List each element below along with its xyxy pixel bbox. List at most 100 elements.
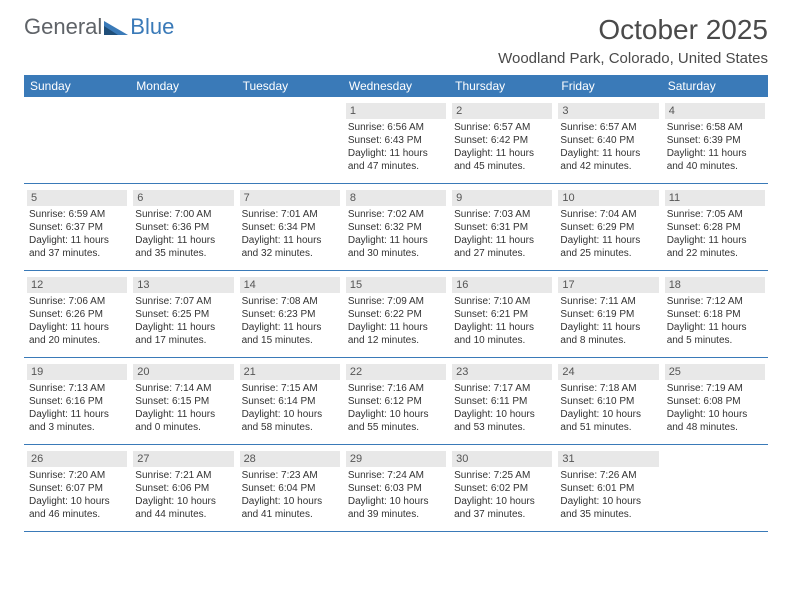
day-number	[133, 103, 233, 107]
day-line: Daylight: 11 hours	[348, 147, 444, 160]
day-cell: 21 Sunrise: 7:15 AMSunset: 6:14 PMDayligh…	[237, 364, 343, 444]
day-line: Sunrise: 7:21 AM	[135, 469, 231, 482]
day-line: Sunset: 6:28 PM	[667, 221, 763, 234]
title-block: October 2025 Woodland Park, Colorado, Un…	[498, 14, 768, 67]
day-line: Sunset: 6:01 PM	[560, 482, 656, 495]
day-cell: 7Sunrise: 7:01 AMSunset: 6:34 PMDaylight…	[237, 190, 343, 270]
day-line: Sunrise: 7:03 AM	[454, 208, 550, 221]
day-line: Daylight: 11 hours	[29, 321, 125, 334]
day-cell: 17Sunrise: 7:11 AMSunset: 6:19 PMDayligh…	[555, 277, 661, 357]
day-body: Sunrise: 7:15 AMSunset: 6:14 PMDaylight:…	[240, 382, 340, 434]
day-line: and 27 minutes.	[454, 247, 550, 260]
day-line: Sunrise: 6:57 AM	[454, 121, 550, 134]
day-cell: 4Sunrise: 6:58 AMSunset: 6:39 PMDaylight…	[662, 103, 768, 183]
day-number: 6	[133, 190, 233, 206]
day-cell: 26Sunrise: 7:20 AMSunset: 6:07 PMDayligh…	[24, 451, 130, 531]
day-body: Sunrise: 7:06 AMSunset: 6:26 PMDaylight:…	[27, 295, 127, 347]
day-number: 20	[133, 364, 233, 380]
day-line: and 58 minutes.	[242, 421, 338, 434]
day-line: and 44 minutes.	[135, 508, 231, 521]
day-line: Sunset: 6:29 PM	[560, 221, 656, 234]
day-line: and 48 minutes.	[667, 421, 763, 434]
day-line: and 35 minutes.	[560, 508, 656, 521]
day-line: Daylight: 11 hours	[348, 234, 444, 247]
day-body: Sunrise: 7:21 AMSunset: 6:06 PMDaylight:…	[133, 469, 233, 521]
dayhead-saturday: Saturday	[662, 75, 768, 97]
day-line: Daylight: 11 hours	[135, 321, 231, 334]
day-number: 14	[240, 277, 340, 293]
day-line: Sunrise: 7:20 AM	[29, 469, 125, 482]
day-line: Sunrise: 7:23 AM	[242, 469, 338, 482]
day-line: and 45 minutes.	[454, 160, 550, 173]
weeks-container: 1Sunrise: 6:56 AMSunset: 6:43 PMDaylight…	[24, 103, 768, 532]
day-cell: 27 Sunrise: 7:21 AMSunset: 6:06 PMDayligh…	[130, 451, 236, 531]
day-line: Daylight: 10 hours	[560, 408, 656, 421]
header-row: General Blue October 2025 Woodland Park,…	[24, 14, 768, 67]
day-body: Sunrise: 7:04 AMSunset: 6:29 PMDaylight:…	[558, 208, 658, 260]
day-line: Sunrise: 7:19 AM	[667, 382, 763, 395]
day-line: Sunset: 6:25 PM	[135, 308, 231, 321]
week-row: 12Sunrise: 7:06 AMSunset: 6:26 PMDayligh…	[24, 277, 768, 358]
day-line: Sunrise: 7:17 AM	[454, 382, 550, 395]
day-line: Sunset: 6:11 PM	[454, 395, 550, 408]
day-line: and 22 minutes.	[667, 247, 763, 260]
day-body: Sunrise: 6:59 AMSunset: 6:37 PMDaylight:…	[27, 208, 127, 260]
day-body: Sunrise: 7:01 AMSunset: 6:34 PMDaylight:…	[240, 208, 340, 260]
day-line: Daylight: 11 hours	[29, 408, 125, 421]
day-number: 28	[240, 451, 340, 467]
day-cell: 5Sunrise: 6:59 AMSunset: 6:37 PMDaylight…	[24, 190, 130, 270]
day-body: Sunrise: 6:57 AMSunset: 6:40 PMDaylight:…	[558, 121, 658, 173]
day-line: Sunrise: 7:09 AM	[348, 295, 444, 308]
day-number: 3	[558, 103, 658, 119]
day-line: Sunrise: 7:15 AM	[242, 382, 338, 395]
day-cell	[24, 103, 130, 183]
day-cell: 20Sunrise: 7:14 AMSunset: 6:15 PMDayligh…	[130, 364, 236, 444]
day-line: Sunrise: 7:11 AM	[560, 295, 656, 308]
day-number	[665, 451, 765, 455]
day-number: 18	[665, 277, 765, 293]
day-number: 8	[346, 190, 446, 206]
day-line: Sunrise: 7:02 AM	[348, 208, 444, 221]
day-cell: 14Sunrise: 7:08 AMSunset: 6:23 PMDayligh…	[237, 277, 343, 357]
day-line: Daylight: 10 hours	[560, 495, 656, 508]
day-line: and 8 minutes.	[560, 334, 656, 347]
day-number: 30	[452, 451, 552, 467]
day-body: Sunrise: 7:25 AMSunset: 6:02 PMDaylight:…	[452, 469, 552, 521]
day-line: Daylight: 11 hours	[242, 234, 338, 247]
day-number: 9	[452, 190, 552, 206]
day-line: Sunset: 6:32 PM	[348, 221, 444, 234]
day-body: Sunrise: 7:19 AMSunset: 6:08 PMDaylight:…	[665, 382, 765, 434]
day-cell: 8 Sunrise: 7:02 AMSunset: 6:32 PMDaylight…	[343, 190, 449, 270]
day-number: 21	[240, 364, 340, 380]
day-line: and 3 minutes.	[29, 421, 125, 434]
day-line: Sunrise: 7:04 AM	[560, 208, 656, 221]
day-line: Daylight: 11 hours	[135, 408, 231, 421]
day-line: Sunrise: 7:14 AM	[135, 382, 231, 395]
day-cell: 25 Sunrise: 7:19 AMSunset: 6:08 PMDayligh…	[662, 364, 768, 444]
day-number: 22	[346, 364, 446, 380]
day-line: Sunrise: 6:56 AM	[348, 121, 444, 134]
day-line: Sunrise: 7:13 AM	[29, 382, 125, 395]
day-line: Sunset: 6:37 PM	[29, 221, 125, 234]
day-line: Sunset: 6:40 PM	[560, 134, 656, 147]
day-line: and 47 minutes.	[348, 160, 444, 173]
day-line: Daylight: 10 hours	[348, 408, 444, 421]
day-line: and 40 minutes.	[667, 160, 763, 173]
day-line: Sunset: 6:03 PM	[348, 482, 444, 495]
day-line: Daylight: 11 hours	[29, 234, 125, 247]
day-number: 27	[133, 451, 233, 467]
day-line: and 10 minutes.	[454, 334, 550, 347]
brand-logo: General Blue	[24, 14, 174, 40]
calendar-table: Sunday Monday Tuesday Wednesday Thursday…	[24, 75, 768, 532]
day-line: Sunset: 6:22 PM	[348, 308, 444, 321]
day-number: 25	[665, 364, 765, 380]
day-line: Sunrise: 7:16 AM	[348, 382, 444, 395]
day-cell: 24Sunrise: 7:18 AMSunset: 6:10 PMDayligh…	[555, 364, 661, 444]
day-line: Daylight: 11 hours	[560, 147, 656, 160]
day-body: Sunrise: 7:17 AMSunset: 6:11 PMDaylight:…	[452, 382, 552, 434]
day-body: Sunrise: 7:23 AMSunset: 6:04 PMDaylight:…	[240, 469, 340, 521]
day-body: Sunrise: 6:57 AMSunset: 6:42 PMDaylight:…	[452, 121, 552, 173]
day-line: and 53 minutes.	[454, 421, 550, 434]
day-line: Daylight: 11 hours	[454, 234, 550, 247]
day-line: Sunset: 6:31 PM	[454, 221, 550, 234]
